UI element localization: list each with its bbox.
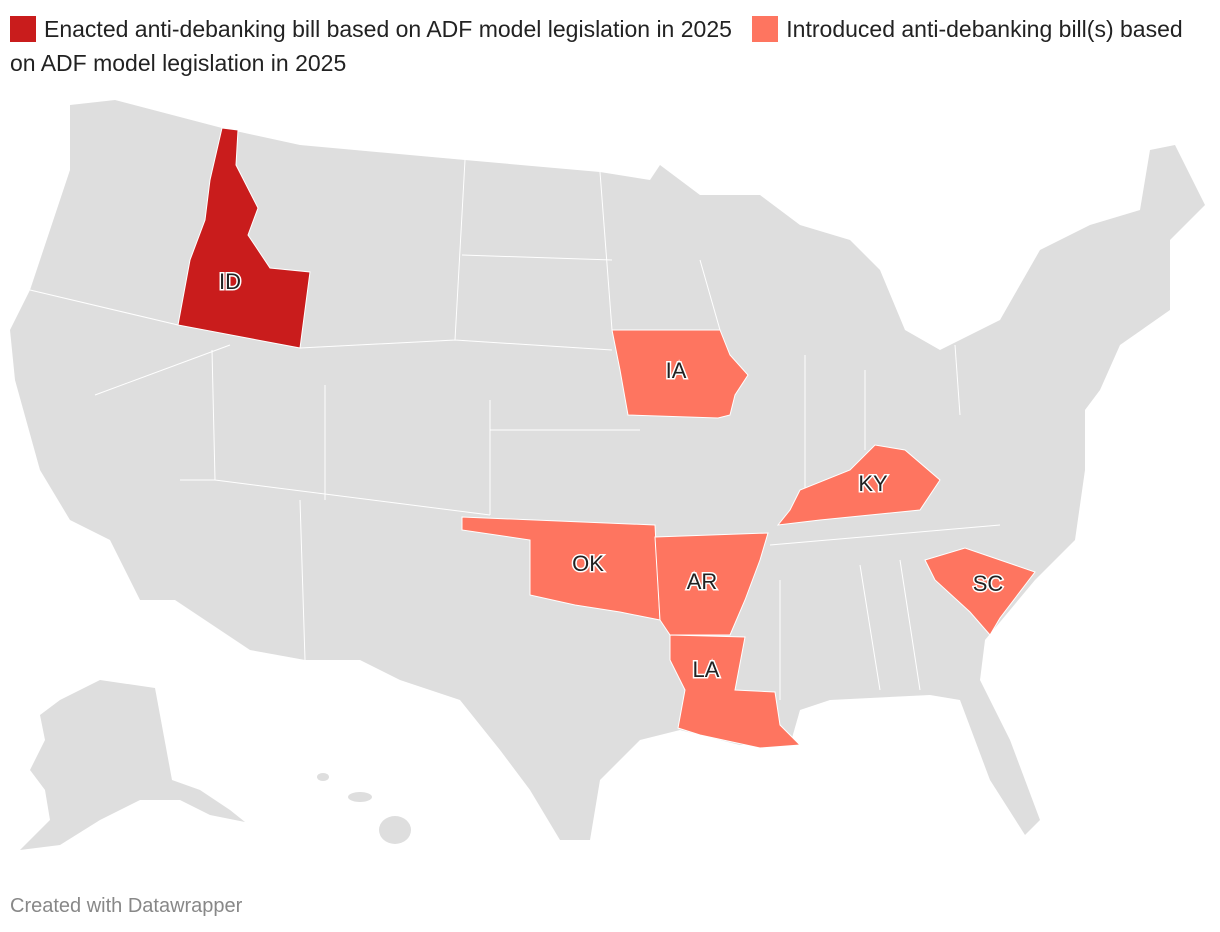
legend-label: Introduced anti-debanking bill(s) based … — [10, 16, 1183, 76]
state-label: KY — [858, 471, 888, 496]
alaska — [20, 680, 245, 850]
state — [177, 127, 311, 349]
legend-swatch — [752, 16, 779, 42]
state-label: SC — [973, 571, 1004, 596]
hawaii — [379, 816, 411, 844]
legend-item: Introduced anti-debanking bill(s) based … — [10, 16, 1183, 76]
state-border — [29, 159, 1001, 700]
state-label: LA — [693, 657, 720, 682]
hawaii — [348, 792, 372, 802]
us-mainland — [10, 100, 1205, 840]
state-label: ID — [219, 269, 241, 294]
legend-label: Enacted anti-debanking bill based on ADF… — [44, 16, 732, 42]
state — [669, 634, 802, 749]
state-borders — [29, 159, 1001, 700]
footer: Created with Datawrapper — [10, 895, 243, 917]
state-label: AR — [687, 569, 718, 594]
state-label: IA — [666, 358, 687, 383]
hawaii — [317, 773, 329, 781]
legend-item: Enacted anti-debanking bill based on ADF… — [10, 16, 732, 42]
state — [611, 329, 749, 419]
state-label: OK — [572, 551, 604, 576]
state — [924, 547, 1036, 636]
legend: Enacted anti-debanking bill based on ADF… — [10, 12, 1210, 80]
state — [776, 444, 941, 526]
legend-swatch — [10, 16, 36, 42]
state — [654, 532, 769, 636]
map: ID IA KY OK AR LA SC — [10, 100, 1205, 850]
